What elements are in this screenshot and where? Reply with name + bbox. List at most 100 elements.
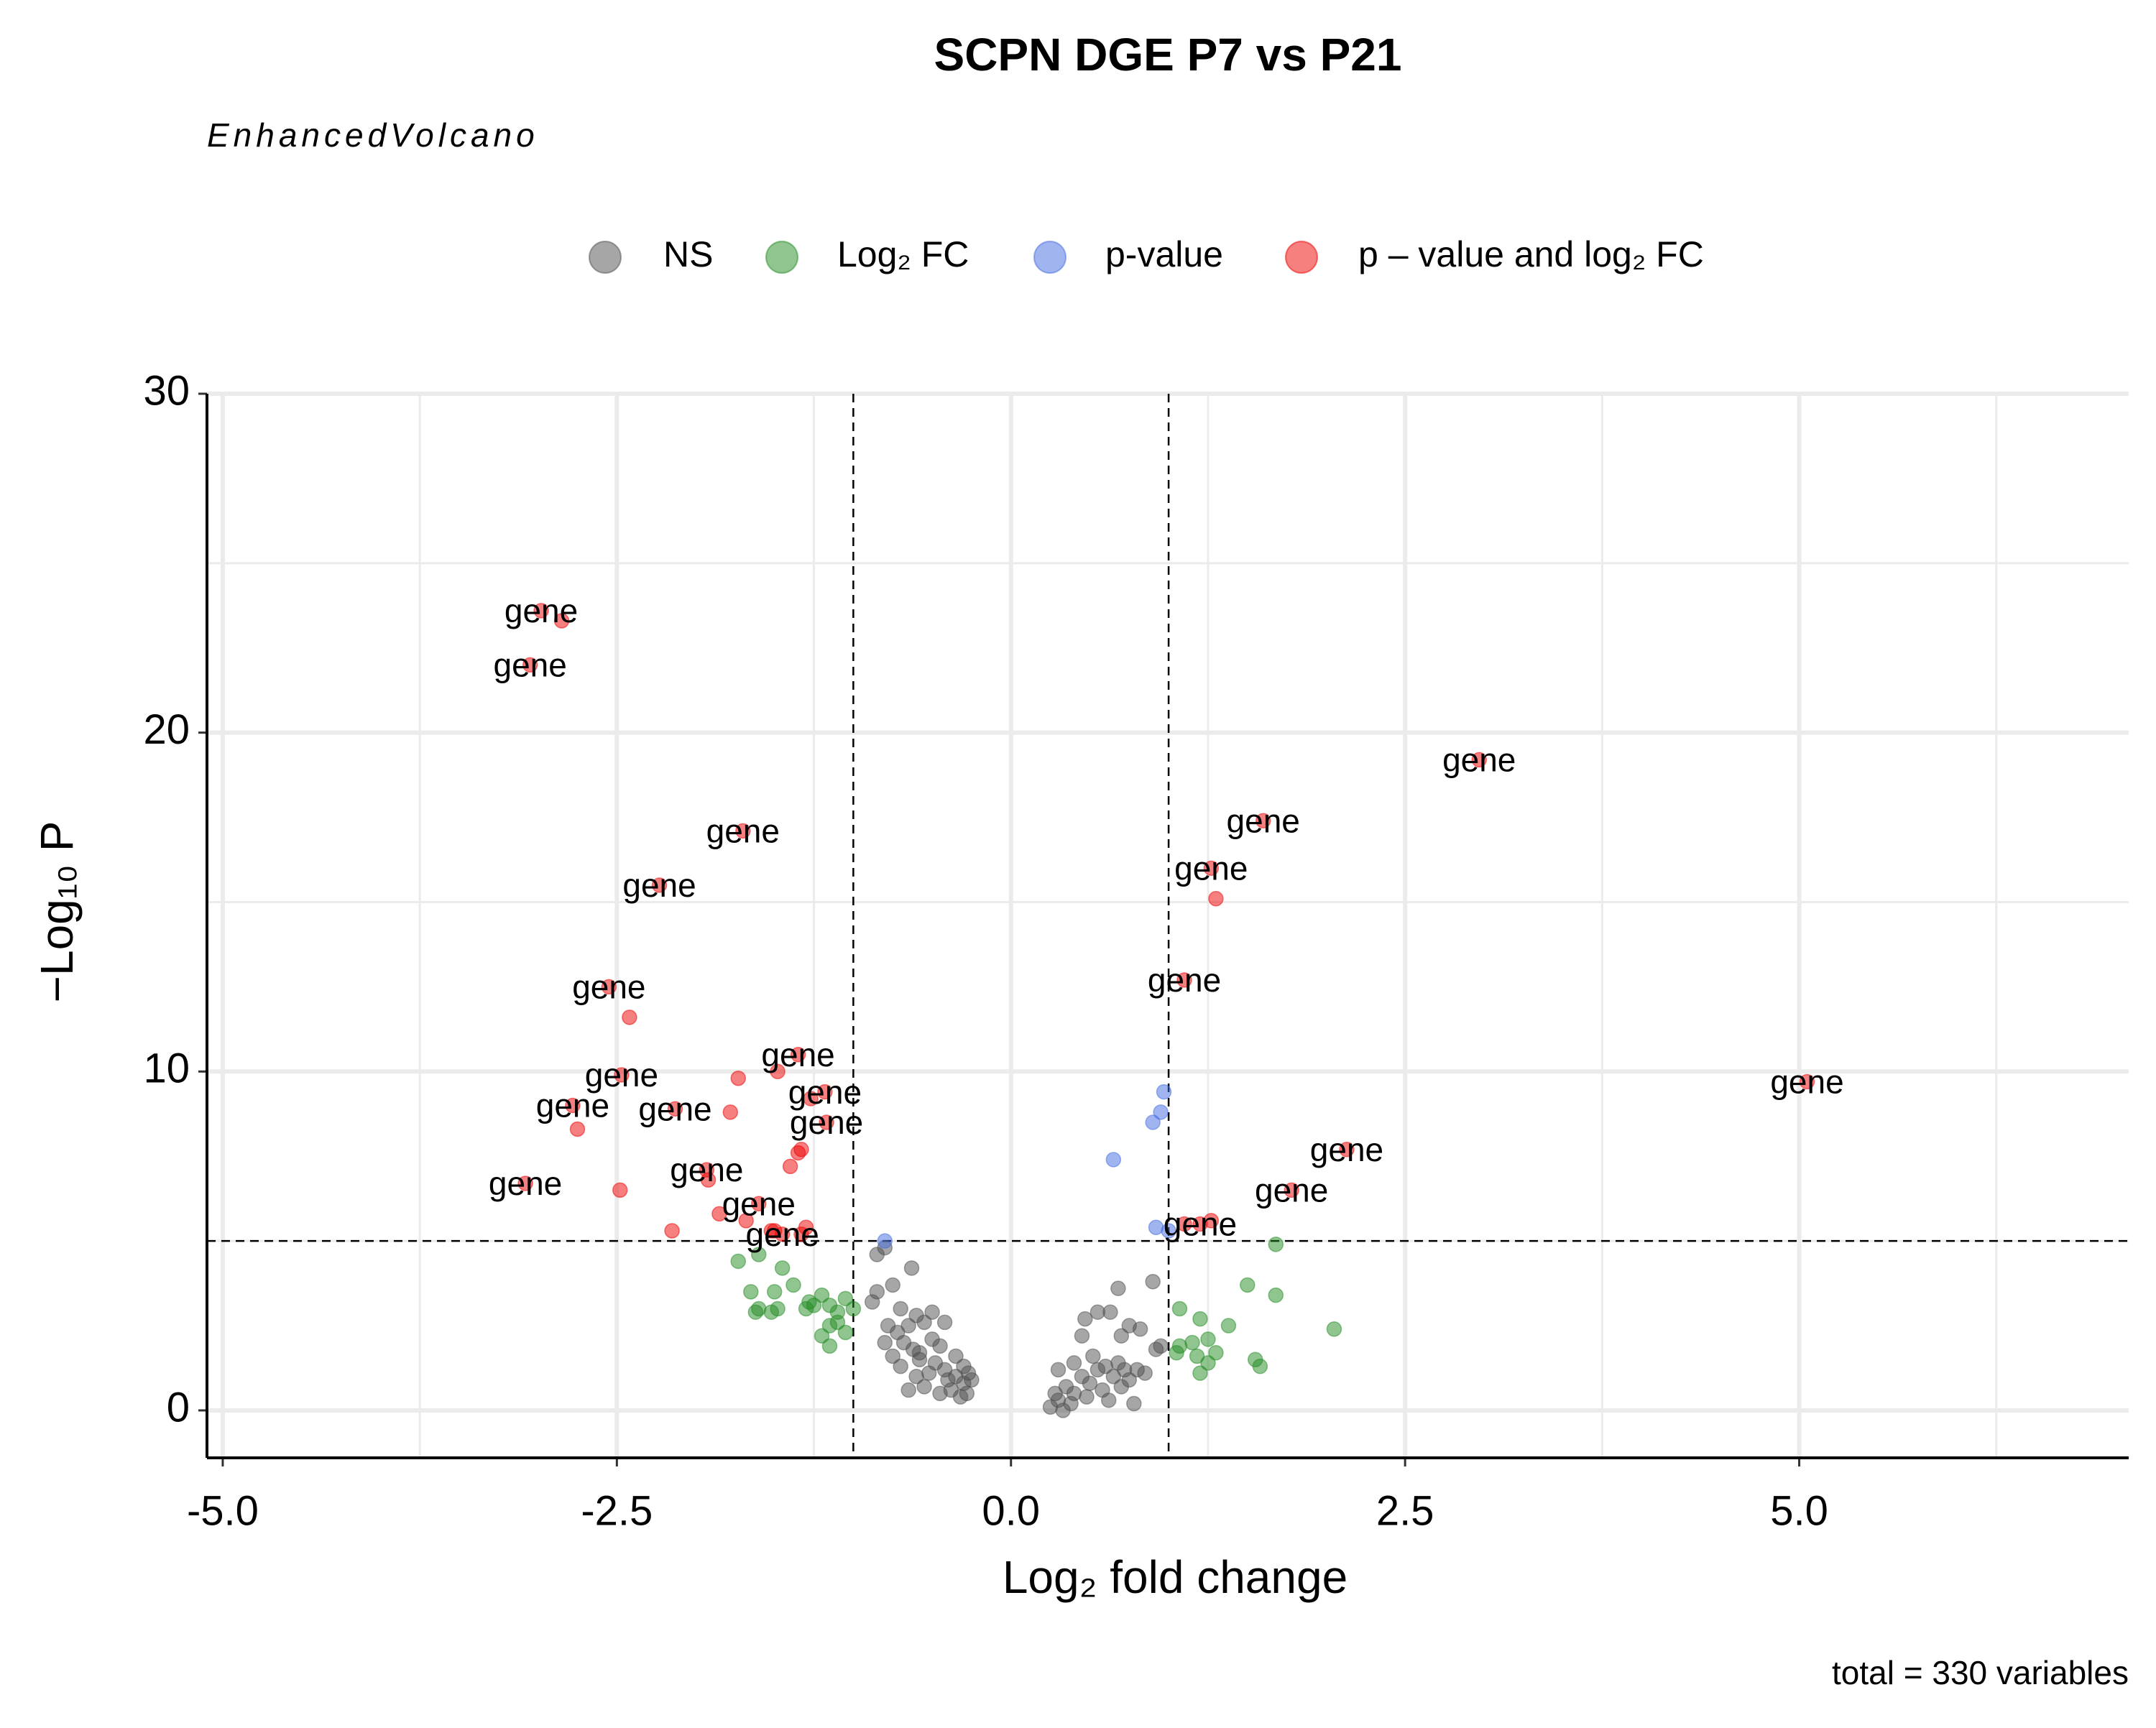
point [1189,1348,1205,1364]
legend-label: p – value and log₂ FC [1358,234,1704,274]
point [1192,1216,1208,1232]
point-label: gene [1148,961,1221,999]
point [845,1300,862,1317]
point-label: gene [494,646,567,683]
point [1471,752,1487,768]
point [1184,1334,1200,1351]
point [614,1067,630,1083]
legend-label: p-value [1105,234,1223,274]
point [667,1101,683,1117]
point [1268,1237,1284,1252]
point [806,1298,822,1313]
x-tick-label: 2.5 [1376,1487,1434,1534]
point [601,979,617,995]
point [533,603,549,619]
point-label: gene [1164,1206,1237,1243]
point-label: gene [1255,1172,1328,1209]
point [1077,1311,1093,1327]
legend-marker [589,241,622,274]
point [553,613,570,629]
point [1284,1182,1299,1198]
point [517,1175,533,1191]
point [664,1223,680,1239]
legend-label: Log₂ FC [837,234,969,274]
y-tick-label: 30 [143,367,190,414]
point [803,1091,819,1106]
point [1148,1219,1164,1236]
point-label: gene [505,592,578,629]
chart-title: SCPN DGE P7 vs P21 [934,29,1402,80]
y-axis-title: −Log₁₀ P [31,821,83,1003]
point [612,1182,628,1198]
point [1113,1328,1130,1344]
point [936,1314,953,1331]
legend-marker [765,241,798,274]
y-tick-label: 0 [167,1384,190,1431]
point [1339,1142,1355,1158]
point [790,1046,806,1063]
point [819,1114,834,1130]
point [1176,1216,1192,1232]
point [790,1145,806,1161]
point [829,1314,846,1331]
point [1799,1073,1815,1090]
point-label: gene [489,1165,562,1202]
point [885,1348,900,1364]
point-label: gene [761,1036,834,1073]
point-label: gene [1227,802,1300,839]
point [1126,1395,1142,1412]
point-label: gene [1310,1131,1383,1168]
point-label: gene [536,1087,609,1124]
point [900,1382,916,1398]
point [908,1369,924,1385]
x-tick-label: 5.0 [1770,1487,1828,1534]
point [1171,1300,1188,1317]
point [1121,1372,1138,1388]
point [1105,1369,1122,1385]
point [817,1084,833,1100]
point [1100,1392,1117,1408]
point-label: gene [1174,849,1248,887]
point [921,1365,937,1381]
point [1137,1365,1153,1381]
point-label: gene [790,1104,863,1141]
point [1050,1362,1067,1378]
point [837,1290,854,1307]
x-tick-label: 0.0 [982,1487,1040,1534]
point [1079,1389,1095,1405]
point [956,1358,972,1374]
point [814,1287,830,1303]
point [651,877,668,893]
point [1074,1328,1090,1344]
point [885,1277,900,1293]
point [1153,1104,1169,1120]
point [782,1158,798,1175]
point [1110,1280,1126,1296]
point [1089,1304,1106,1320]
point [1220,1318,1237,1334]
point-label: gene [572,969,645,1006]
point [1153,1338,1169,1354]
point [916,1379,932,1395]
point [751,1247,767,1262]
point [1161,1223,1176,1239]
point [622,1009,637,1025]
point [786,1277,801,1293]
x-axis-title: Log₂ fold change [1003,1551,1348,1603]
point [738,1213,754,1229]
point [959,1385,975,1402]
point [793,1226,809,1242]
point [1255,813,1271,829]
point [730,1253,746,1270]
point [735,823,751,839]
point [774,1260,791,1276]
point [877,1233,893,1249]
point-label: gene [670,1151,743,1188]
point-label: gene [1770,1063,1843,1101]
point [877,1334,893,1351]
point-label: gene [1442,741,1516,779]
point [864,1294,880,1310]
legend-label: NS [663,234,713,274]
